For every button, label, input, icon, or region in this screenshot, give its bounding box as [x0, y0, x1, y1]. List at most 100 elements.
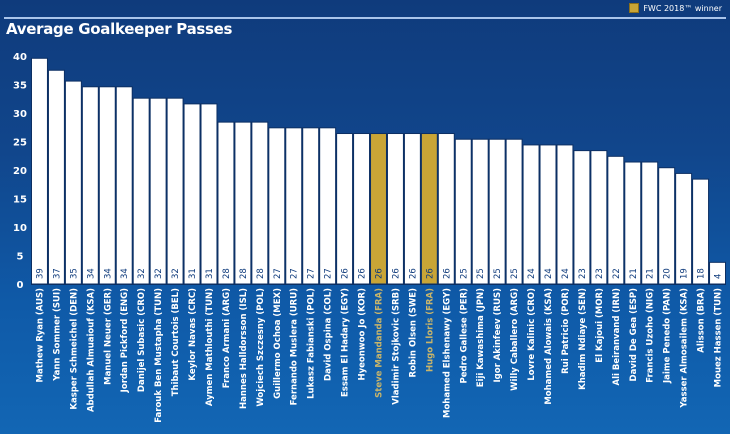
x-category-label: Pedro Gallese (PER) — [459, 288, 469, 384]
x-category-label: Mohamed Alowais (KSA) — [544, 288, 554, 405]
x-category-label: Farouk Ben Mustapha (TUN) — [154, 288, 164, 423]
x-category-label: Essam El Hadary (EGY) — [341, 288, 351, 397]
bar-value-label: 23 — [595, 268, 605, 279]
x-category-label: Robin Olsen (SWE) — [408, 288, 418, 378]
x-category-label: Mathew Ryan (AUS) — [35, 288, 45, 383]
x-category-label: Lukasz Fabianski (POL) — [307, 288, 317, 399]
x-category-label: Franco Armani (ARG) — [222, 288, 232, 388]
bar — [556, 144, 574, 285]
x-category-label: Francis Uzoho (NIG) — [646, 288, 656, 383]
bar-value-label: 32 — [154, 268, 164, 279]
x-category-label: David Ospina (COL) — [324, 288, 334, 381]
bar-value-label: 27 — [273, 268, 283, 279]
y-tick-label: 40 — [13, 52, 27, 63]
y-tick-label: 0 — [17, 280, 24, 291]
bar-value-label: 34 — [86, 268, 96, 279]
bar — [336, 133, 354, 285]
bar-value-label: 34 — [120, 268, 130, 279]
bar-value-label: 35 — [69, 268, 79, 279]
bar-value-label: 25 — [459, 268, 469, 279]
bar-value-label: 27 — [324, 268, 334, 279]
bar-value-label: 26 — [425, 268, 435, 279]
legend: FWC 2018™ winner — [629, 3, 722, 13]
y-tick-label: 35 — [13, 81, 27, 92]
bar-value-label: 28 — [256, 268, 266, 279]
bar-value-label: 31 — [205, 268, 215, 279]
bar — [217, 121, 235, 285]
bar — [149, 97, 167, 285]
bar-value-label: 34 — [103, 268, 113, 279]
x-category-label: Keylor Navas (CRC) — [188, 288, 198, 381]
bar-value-label: 22 — [612, 268, 622, 279]
x-category-label: El Kajoui (MOR) — [595, 288, 605, 363]
x-category-label: Yann Sommer (SUI) — [52, 288, 62, 382]
bar-value-label: 21 — [646, 268, 656, 279]
bar-value-label: 20 — [663, 268, 673, 279]
x-category-label: Jordan Pickford (ENG) — [120, 288, 130, 393]
x-category-label: Vladimir Stojkovic (SRB) — [391, 288, 401, 405]
bar — [590, 150, 608, 285]
bar — [166, 97, 184, 285]
bar-value-label: 25 — [510, 268, 520, 279]
x-category-label: Ali Beiranvand (IRN) — [612, 288, 622, 386]
legend-label-winner: FWC 2018™ winner — [643, 3, 722, 13]
x-category-label: David De Gea (ESP) — [629, 288, 639, 382]
bar-value-label: 18 — [697, 268, 707, 279]
bar-value-label: 27 — [307, 268, 317, 279]
bar-value-label: 28 — [222, 268, 232, 279]
bar — [454, 138, 472, 285]
x-category-label: Steve Mandanda (FRA) — [375, 288, 385, 398]
y-tick-label: 25 — [13, 138, 27, 149]
x-category-label: Hugo Lloris (FRA) — [425, 288, 435, 372]
bar — [488, 138, 506, 285]
x-category-label: Danijel Subasic (CRO) — [137, 288, 147, 392]
y-tick-label: 20 — [13, 166, 27, 177]
bar-value-label: 27 — [290, 268, 300, 279]
bar-value-label: 24 — [544, 268, 554, 279]
bar — [268, 127, 286, 285]
bar-value-label: 23 — [578, 268, 588, 279]
x-category-label: Jaime Penedo (PAN) — [663, 288, 673, 384]
bar-value-label: 26 — [408, 268, 418, 279]
bars: 39 37 35 34 34 34 32 32 32 31 31 28 28 28 27 27 27 27 26 26… — [31, 57, 726, 285]
bar — [183, 103, 201, 285]
bar — [302, 127, 320, 285]
bar — [98, 86, 116, 285]
x-category-label: Wojciech Szczesny (POL) — [256, 288, 266, 407]
bar-value-label: 26 — [358, 268, 368, 279]
bar-value-label: 26 — [391, 268, 401, 279]
y-tick-label: 10 — [13, 223, 27, 234]
bar-value-label: 25 — [476, 268, 486, 279]
x-category-label: Abdullah Almuaiouf (KSA) — [86, 288, 96, 412]
x-category-label: Kasper Schmeichel (DEN) — [69, 288, 79, 410]
x-category-label: Lovre Kalinic (CRO) — [527, 288, 537, 381]
x-category-label: Aymen Mathlouthi (TUN) — [205, 288, 215, 406]
bar-value-label: 32 — [137, 268, 147, 279]
bar — [539, 144, 557, 285]
bar — [420, 133, 438, 285]
bar — [234, 121, 252, 285]
y-axis: 0 5 10 15 20 25 30 35 40 — [13, 52, 27, 291]
bar — [709, 261, 726, 285]
bar — [471, 138, 489, 285]
x-axis-labels: Mathew Ryan (AUS) Yann Sommer (SUI) Kasper… — [35, 288, 723, 423]
bar — [505, 138, 523, 285]
bar — [522, 144, 540, 285]
bar-value-label: 28 — [239, 268, 249, 279]
x-category-label: Mouez Hassen (TUN) — [714, 288, 724, 387]
x-category-label: Rui Patricio (POR) — [561, 288, 571, 374]
bar — [658, 167, 676, 285]
header-divider — [4, 17, 726, 19]
bar — [386, 133, 404, 285]
bar — [607, 155, 625, 285]
x-category-label: Thibaut Courtois (BEL) — [171, 288, 181, 396]
bar — [64, 80, 82, 285]
bar — [573, 150, 591, 285]
bar-value-label: 31 — [188, 268, 198, 279]
bar — [437, 133, 455, 285]
x-category-label: Willy Caballero (ARG) — [510, 288, 520, 391]
bar — [624, 161, 642, 285]
bar-value-label: 26 — [442, 268, 452, 279]
bar — [115, 86, 133, 285]
